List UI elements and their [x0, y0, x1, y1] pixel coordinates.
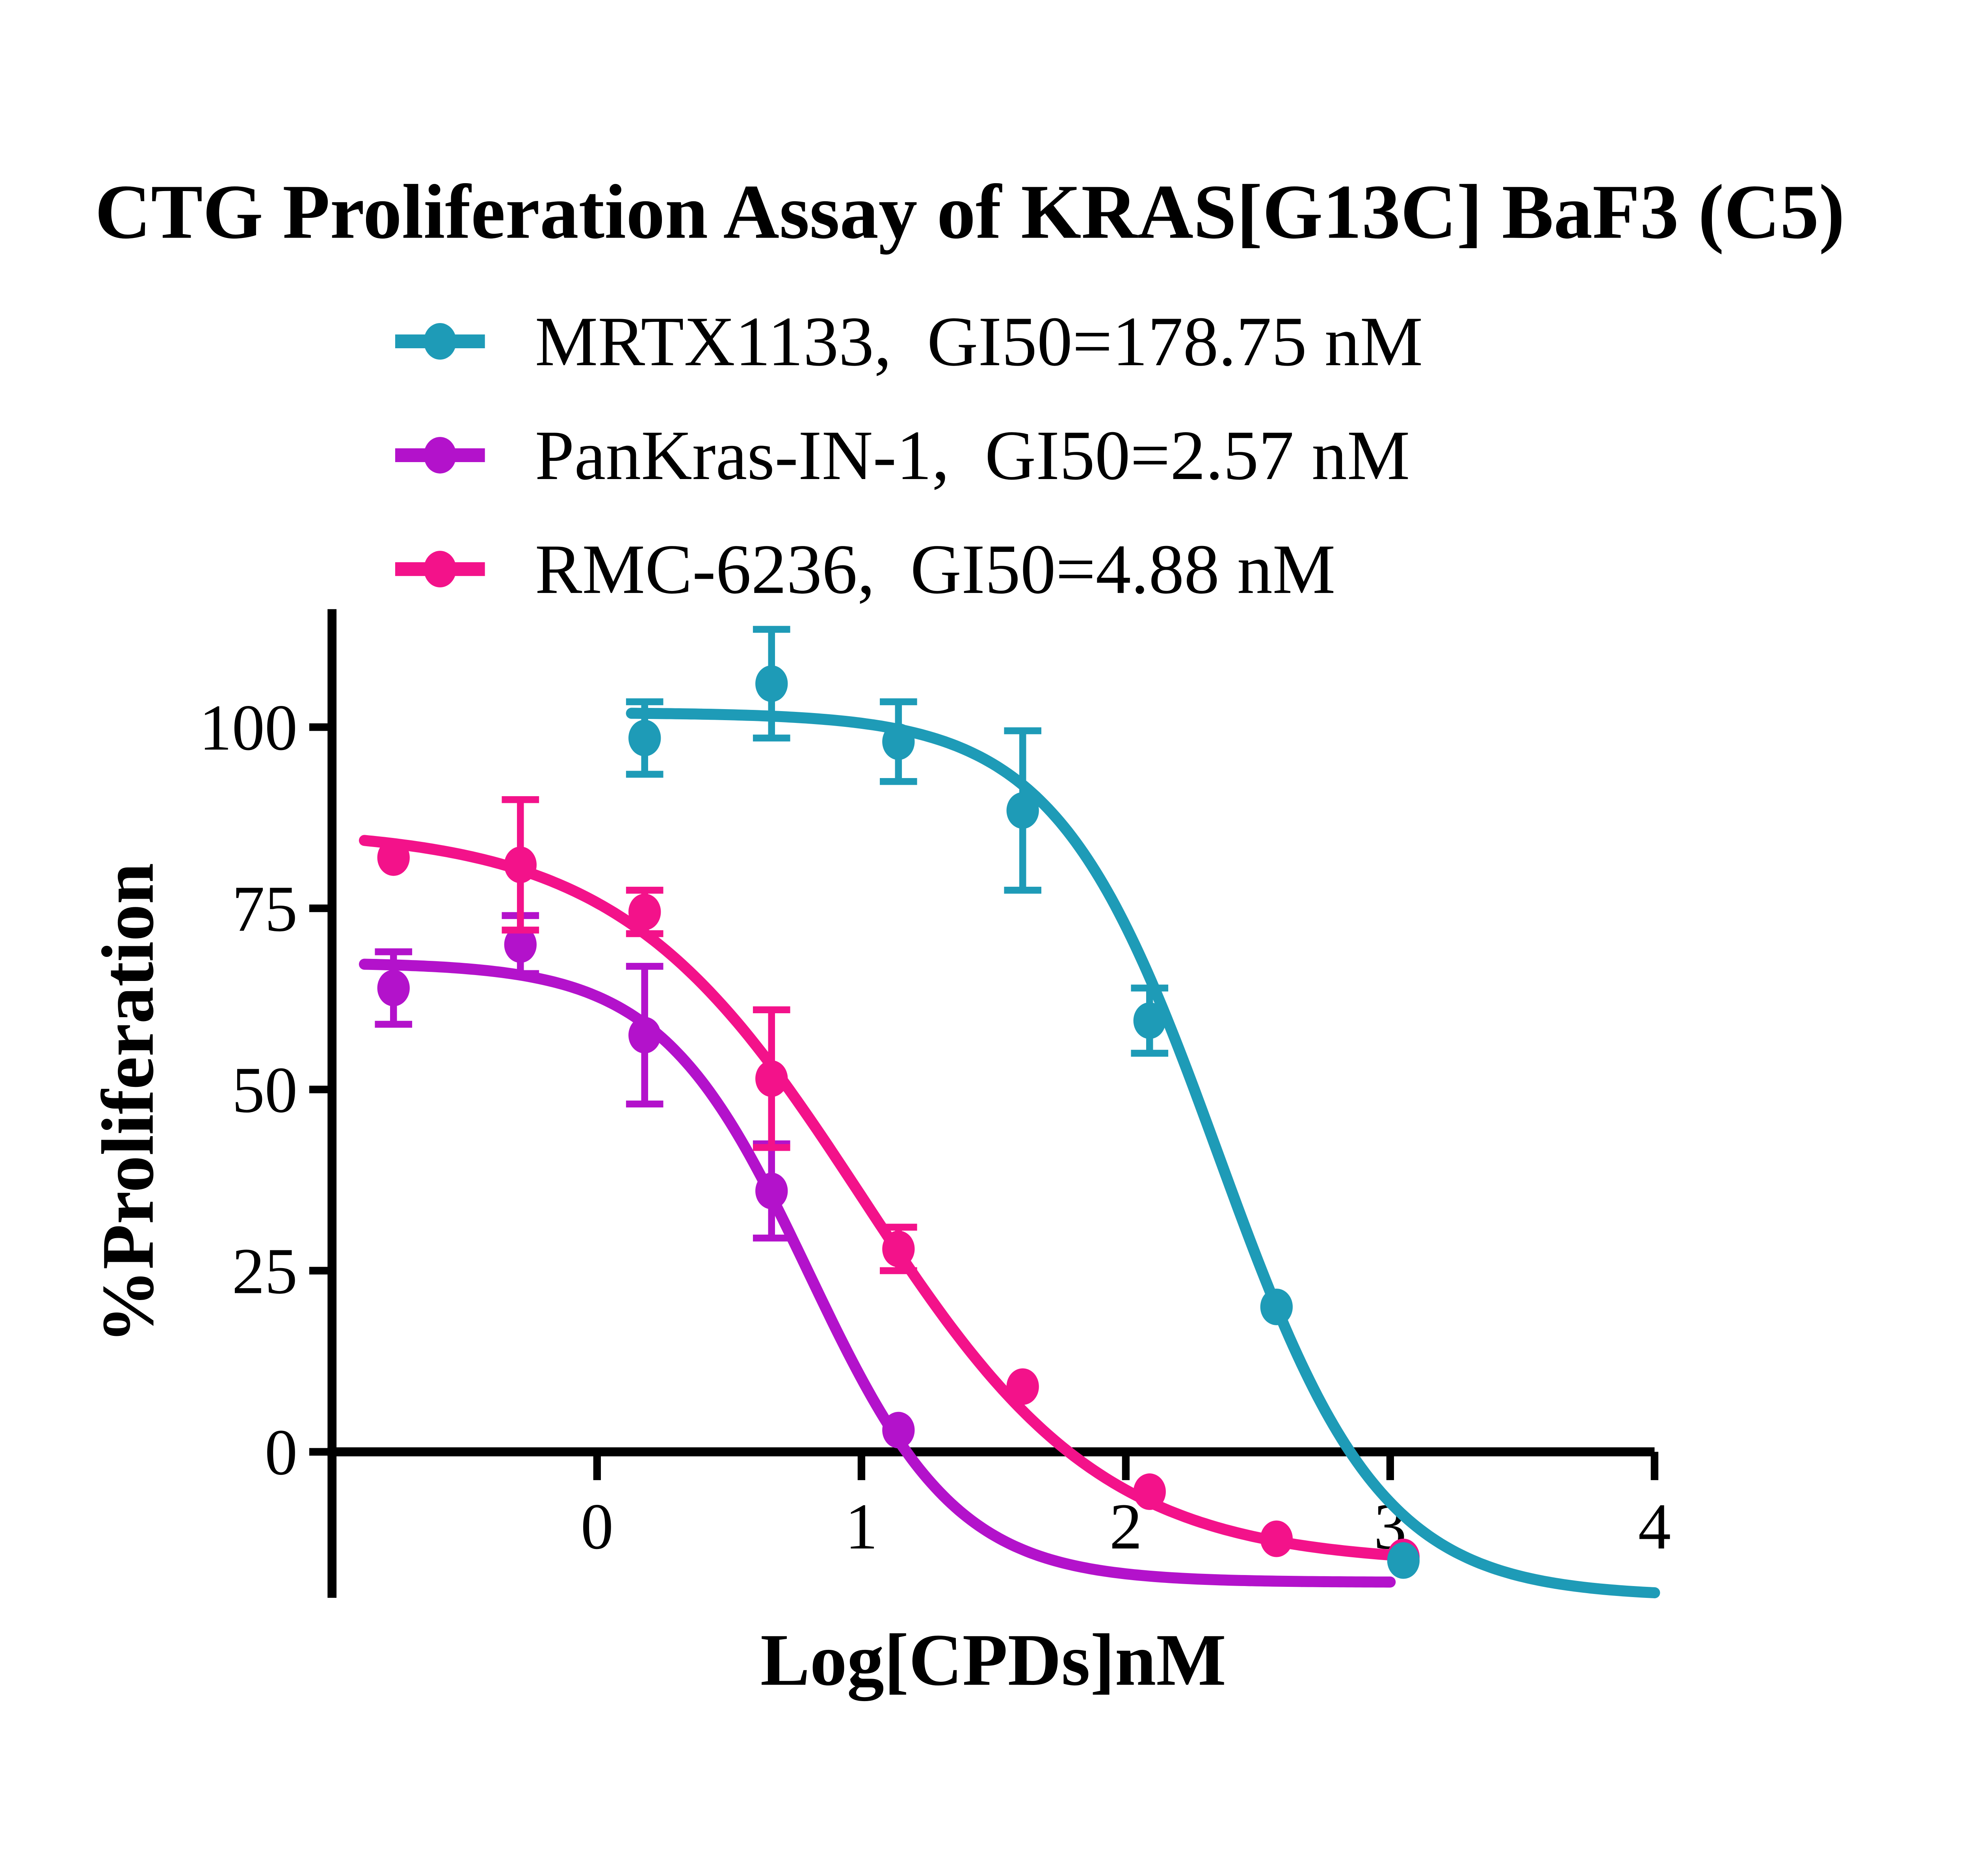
y-tick-label: 50 [232, 1054, 297, 1126]
x-tick-label: 4 [1638, 1491, 1671, 1563]
fit-curve-pankras-in-1 [359, 958, 1396, 1588]
legend-item-pankras-in-1: PanKras-IN-1, GI50=2.57 nM [395, 416, 1410, 494]
legend-item-mrtx1133: MRTX1133, GI50=178.75 nM [395, 302, 1423, 381]
chart-title: CTG Proliferation Assay of KRAS[G13C] Ba… [95, 169, 1845, 255]
series-rmc-6236 [359, 796, 1420, 1575]
data-point-pankras-in-1 [504, 926, 537, 963]
x-tick-label: 0 [581, 1491, 613, 1563]
series-mrtx1133 [626, 626, 1660, 1599]
data-point-rmc-6236 [1133, 1473, 1166, 1510]
data-point-rmc-6236 [1006, 1368, 1039, 1405]
data-point-mrtx1133 [628, 719, 661, 756]
data-point-rmc-6236 [1260, 1520, 1293, 1557]
data-point-rmc-6236 [628, 893, 661, 931]
legend-item-label: RMC-6236, GI50=4.88 nM [535, 530, 1336, 608]
legend-marker-icon [424, 551, 457, 588]
x-axis-title: Log[CPDs]nM [760, 1619, 1226, 1701]
data-point-mrtx1133 [1387, 1542, 1420, 1579]
data-point-mrtx1133 [1006, 792, 1039, 829]
data-point-mrtx1133 [882, 723, 915, 760]
legend: MRTX1133, GI50=178.75 nM PanKras-IN-1, GI… [395, 302, 1423, 608]
data-point-pankras-in-1 [755, 1172, 788, 1209]
y-tick-label: 75 [232, 873, 297, 945]
legend-marker-icon [424, 437, 457, 474]
data-point-rmc-6236 [755, 1060, 788, 1097]
data-point-pankras-in-1 [628, 1017, 661, 1054]
legend-item-label: PanKras-IN-1, GI50=2.57 nM [535, 416, 1410, 494]
data-point-mrtx1133 [755, 665, 788, 702]
y-axis-title: %Proliferation [87, 863, 169, 1343]
data-point-rmc-6236 [882, 1230, 915, 1267]
y-tick-label: 0 [265, 1416, 297, 1489]
y-tick-label: 25 [232, 1235, 297, 1308]
data-point-mrtx1133 [1133, 1002, 1166, 1039]
fit-curve-rmc-6236 [359, 835, 1412, 1562]
legend-item-label: MRTX1133, GI50=178.75 nM [535, 302, 1423, 381]
data-point-rmc-6236 [377, 839, 410, 876]
legend-marker-icon [424, 323, 457, 360]
x-tick-label: 1 [845, 1491, 878, 1563]
legend-item-rmc-6236: RMC-6236, GI50=4.88 nM [395, 530, 1335, 608]
series-pankras-in-1 [359, 912, 1396, 1588]
fit-curve-mrtx1133 [626, 708, 1660, 1599]
data-point-mrtx1133 [1260, 1288, 1293, 1325]
data-point-rmc-6236 [504, 846, 537, 883]
data-point-pankras-in-1 [377, 970, 410, 1007]
data-point-pankras-in-1 [882, 1412, 915, 1449]
y-tick-label: 100 [199, 692, 297, 764]
